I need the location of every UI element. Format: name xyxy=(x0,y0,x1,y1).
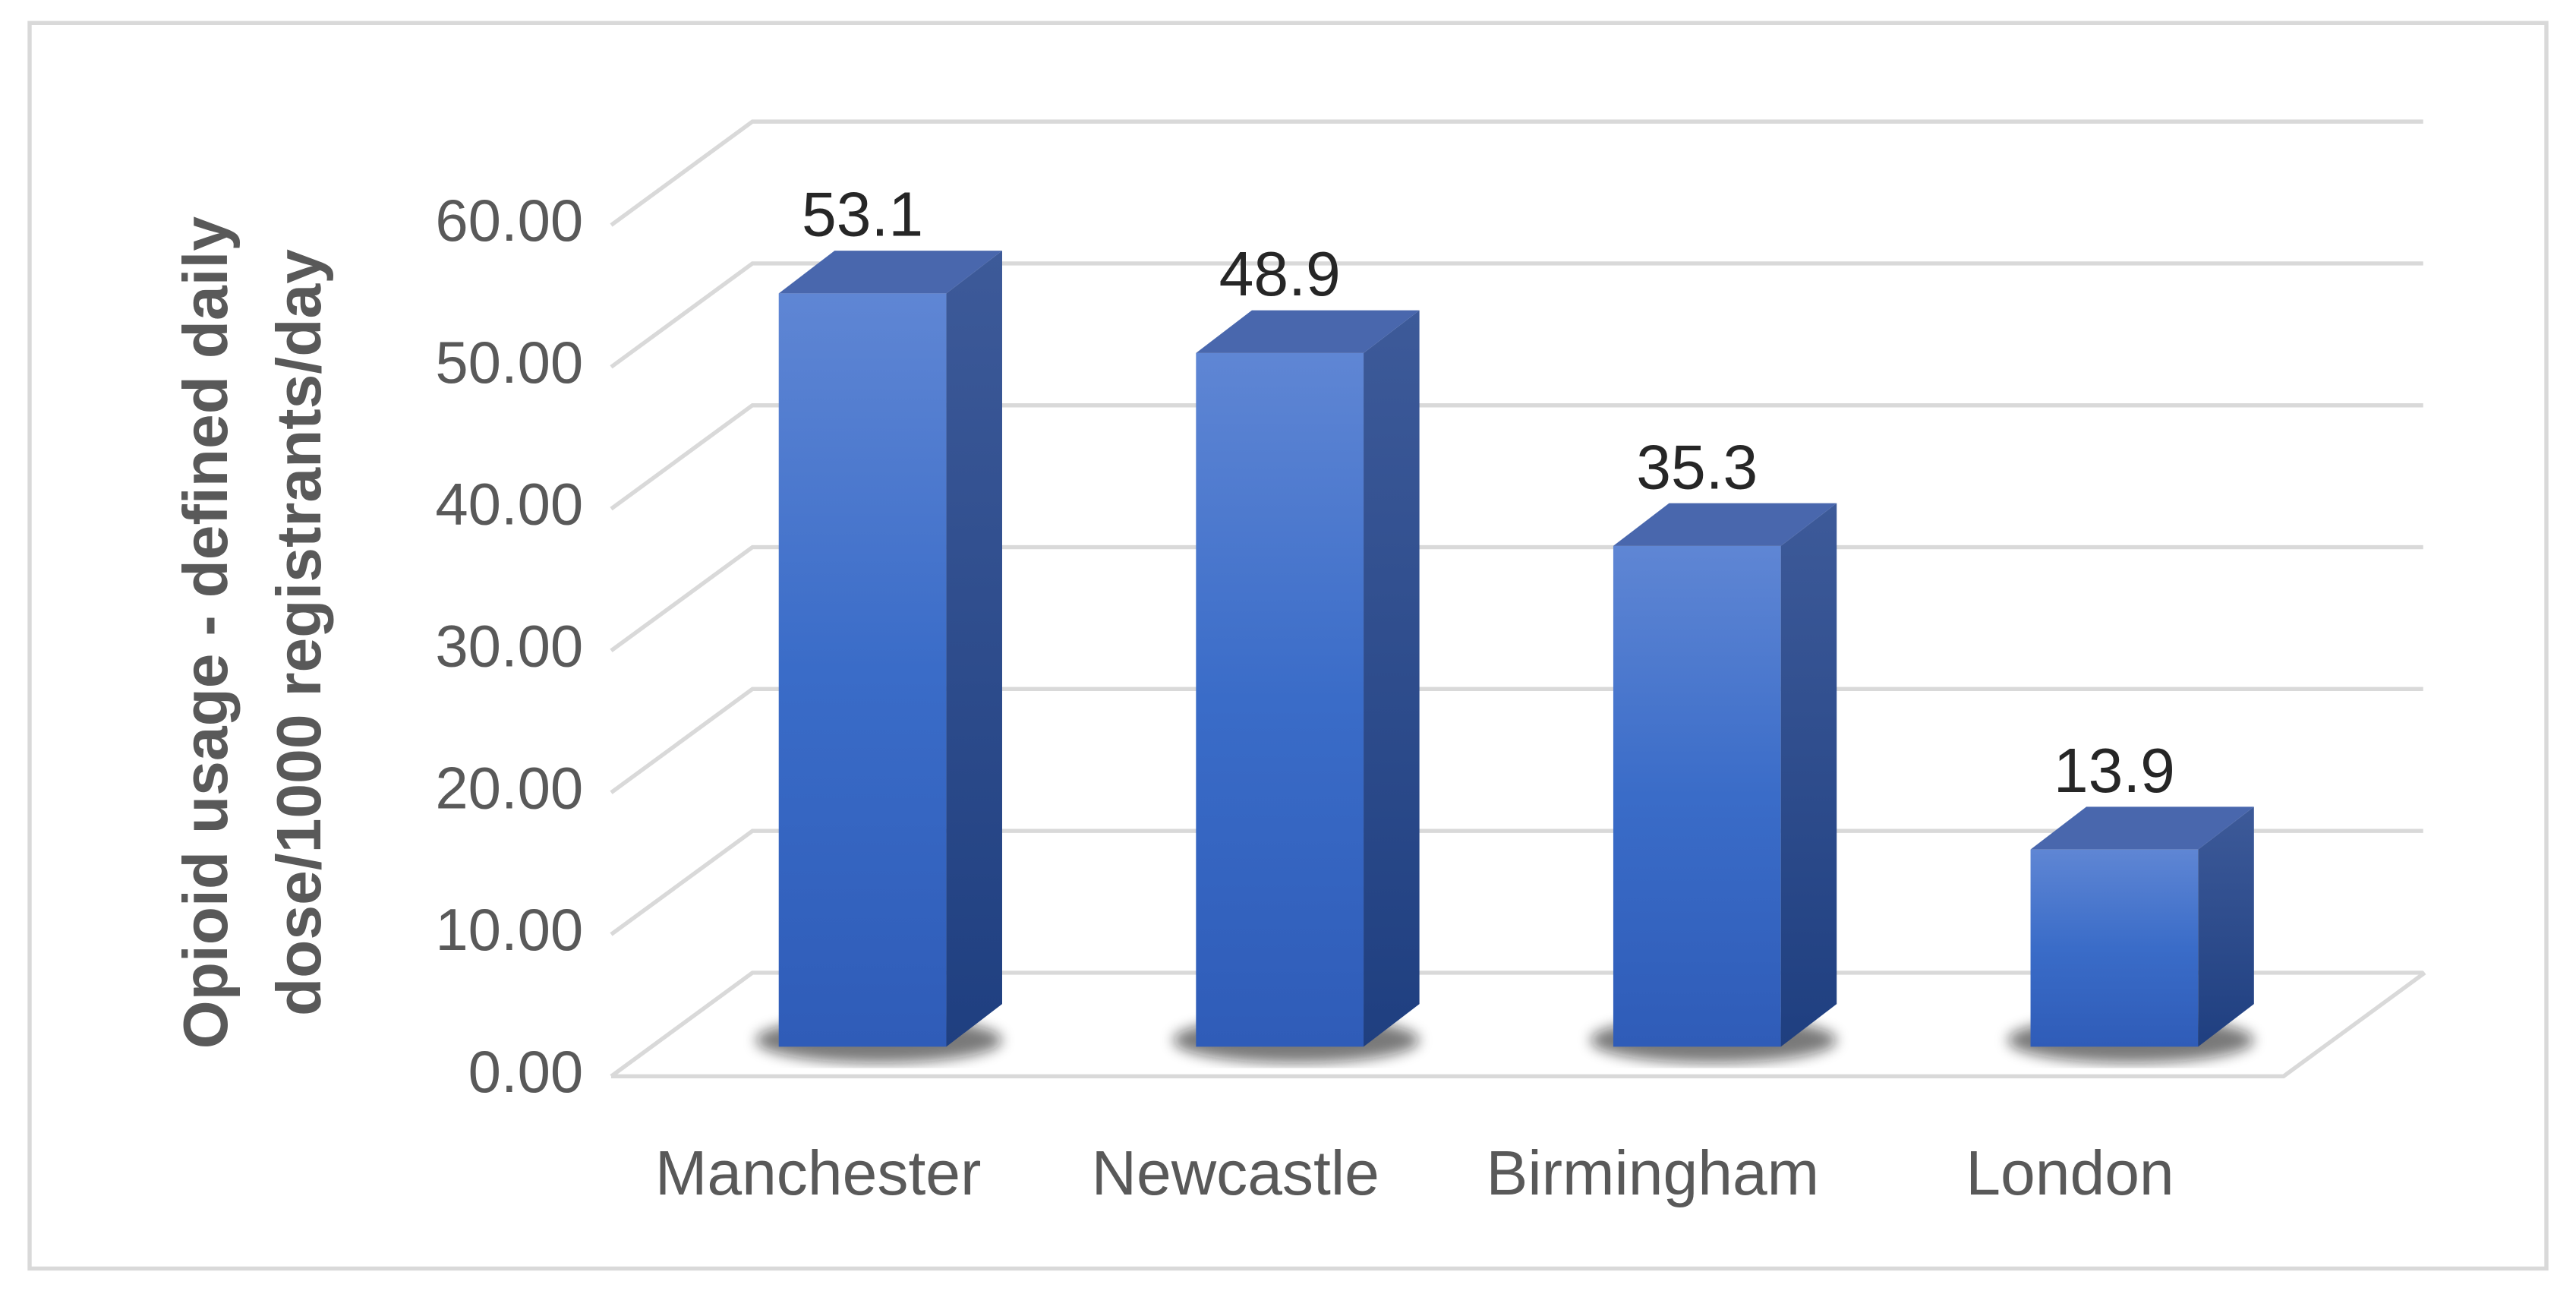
y-tick-label: 40.00 xyxy=(435,471,583,538)
x-tick-label: Birmingham xyxy=(1487,1139,1820,1208)
bar-side xyxy=(1780,503,1837,1047)
y-axis-label: Opioid usage - defined daily xyxy=(172,216,241,1049)
bar-top xyxy=(1196,310,1420,353)
value-label: 53.1 xyxy=(802,181,923,250)
bar xyxy=(778,293,947,1047)
y-tick-label: 10.00 xyxy=(435,896,583,963)
bar-top xyxy=(2030,806,2254,850)
bar-top xyxy=(1613,503,1837,546)
grid: 0.00 10.00 20.00 30.00 40.00 50.00 60.00 xyxy=(435,119,2426,1105)
grid-line xyxy=(610,403,2423,511)
grid-line xyxy=(610,970,2423,1078)
bar xyxy=(1613,545,1781,1047)
bars: 53.1 Manchester 48.9 Newcastle 35.3 Birmingha… xyxy=(655,181,2254,1208)
grid-line xyxy=(610,686,2423,794)
value-label: 48.9 xyxy=(1219,240,1341,309)
y-tick-label: 60.00 xyxy=(435,187,583,254)
bar xyxy=(2030,849,2199,1047)
x-tick-label: London xyxy=(1966,1139,2174,1208)
bar xyxy=(1196,352,1364,1047)
y-tick-label: 50.00 xyxy=(435,329,583,396)
y-tick-label: 30.00 xyxy=(435,612,583,679)
grid-line xyxy=(610,828,2423,936)
grid-line xyxy=(610,119,2423,227)
bar-side xyxy=(946,251,1002,1047)
value-label: 35.3 xyxy=(1636,433,1758,502)
y-axis-label: dose/1000 registrants/day xyxy=(265,249,334,1016)
grid-line xyxy=(610,544,2423,653)
x-tick-label: Newcastle xyxy=(1092,1139,1379,1208)
bar-side xyxy=(2198,806,2254,1047)
y-tick-label: 0.00 xyxy=(468,1038,584,1105)
value-label: 13.9 xyxy=(2054,737,2175,806)
floor-edge xyxy=(611,970,2426,1078)
bar-top xyxy=(778,251,1002,294)
grid-line xyxy=(610,261,2423,369)
y-tick-label: 20.00 xyxy=(435,754,583,821)
x-tick-label: Manchester xyxy=(655,1139,982,1208)
bar-side xyxy=(1364,310,1420,1047)
